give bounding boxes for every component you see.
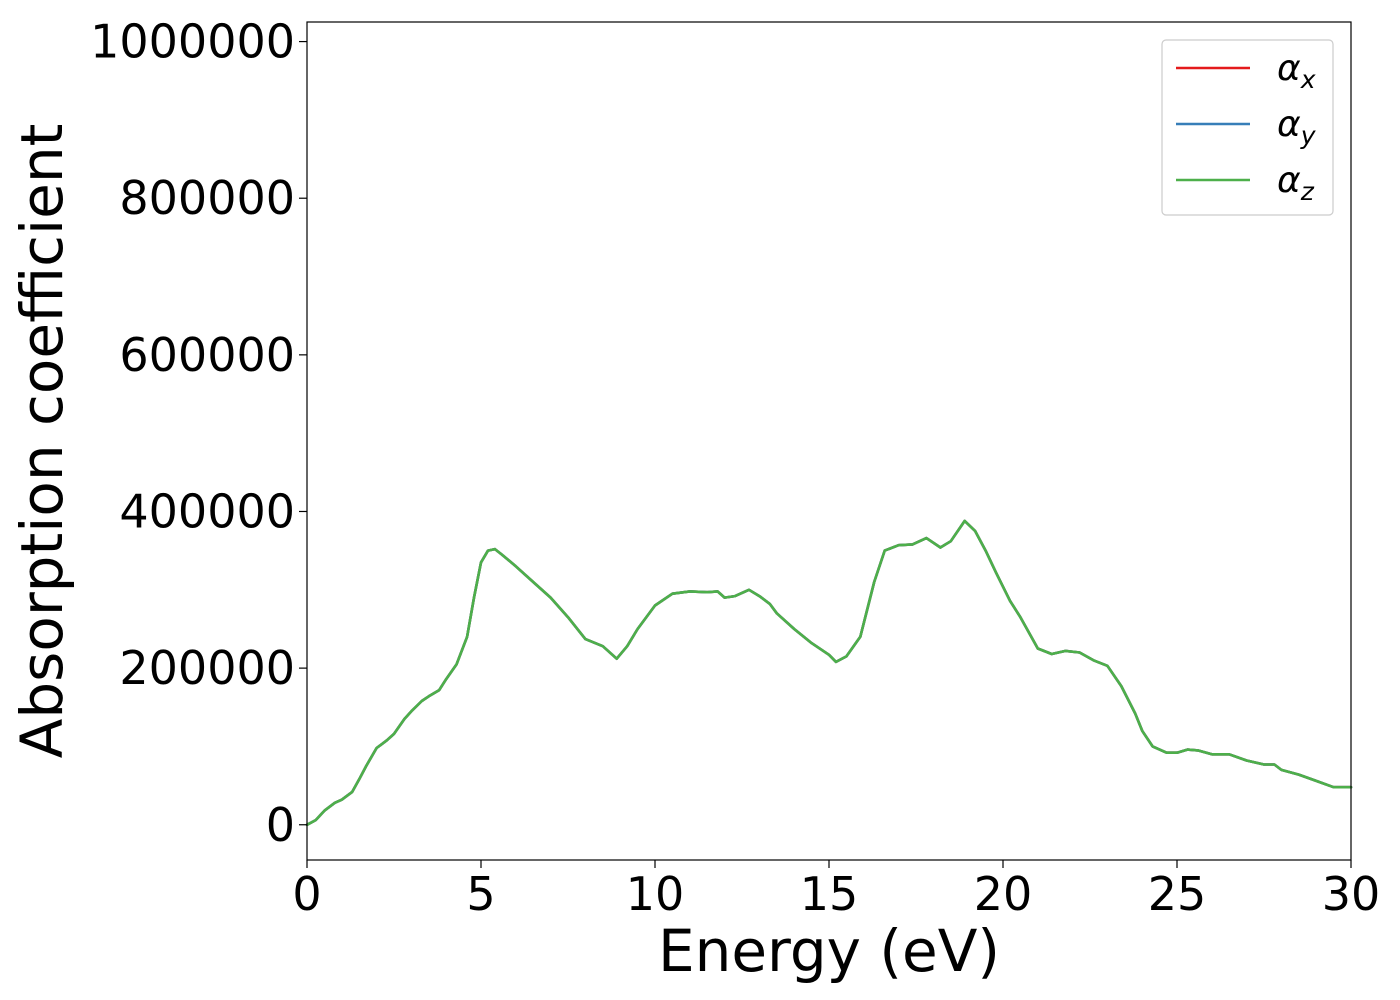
- y-tick-label: 600000: [119, 328, 295, 382]
- x-tick-label: 15: [800, 867, 859, 921]
- y-axis-label: Absorption coefficient: [8, 124, 76, 759]
- x-axis-label: Energy (eV): [658, 917, 1000, 985]
- legend-entry-alpha-z: αz: [1277, 160, 1315, 206]
- series-lines: [305, 519, 1353, 827]
- y-tick-label: 200000: [119, 641, 295, 695]
- y-tick-label: 800000: [119, 171, 295, 225]
- y-tick-label: 1000000: [90, 15, 295, 69]
- series-line-alpha-x: [305, 519, 1353, 827]
- legend-subscript: y: [1300, 121, 1317, 150]
- y-tick-label: 400000: [119, 484, 295, 538]
- x-tick-label: 0: [292, 867, 321, 921]
- legend-subscript: z: [1300, 177, 1315, 206]
- y-tick-label: 0: [266, 798, 295, 852]
- x-tick-label: 20: [974, 867, 1033, 921]
- series-line-alpha-y: [305, 519, 1353, 827]
- x-tick-label: 25: [1148, 867, 1207, 921]
- x-axis-ticks: 0 5 10 15 20 25 30: [292, 860, 1380, 921]
- legend-subscript: x: [1300, 65, 1316, 94]
- x-tick-label: 30: [1322, 867, 1381, 921]
- legend-box: [1161, 39, 1334, 216]
- y-axis-ticks: 0 200000 400000 600000 800000 1000000: [90, 15, 307, 852]
- x-tick-label: 5: [466, 867, 495, 921]
- series-line-alpha-z: [305, 519, 1353, 827]
- x-tick-label: 10: [626, 867, 685, 921]
